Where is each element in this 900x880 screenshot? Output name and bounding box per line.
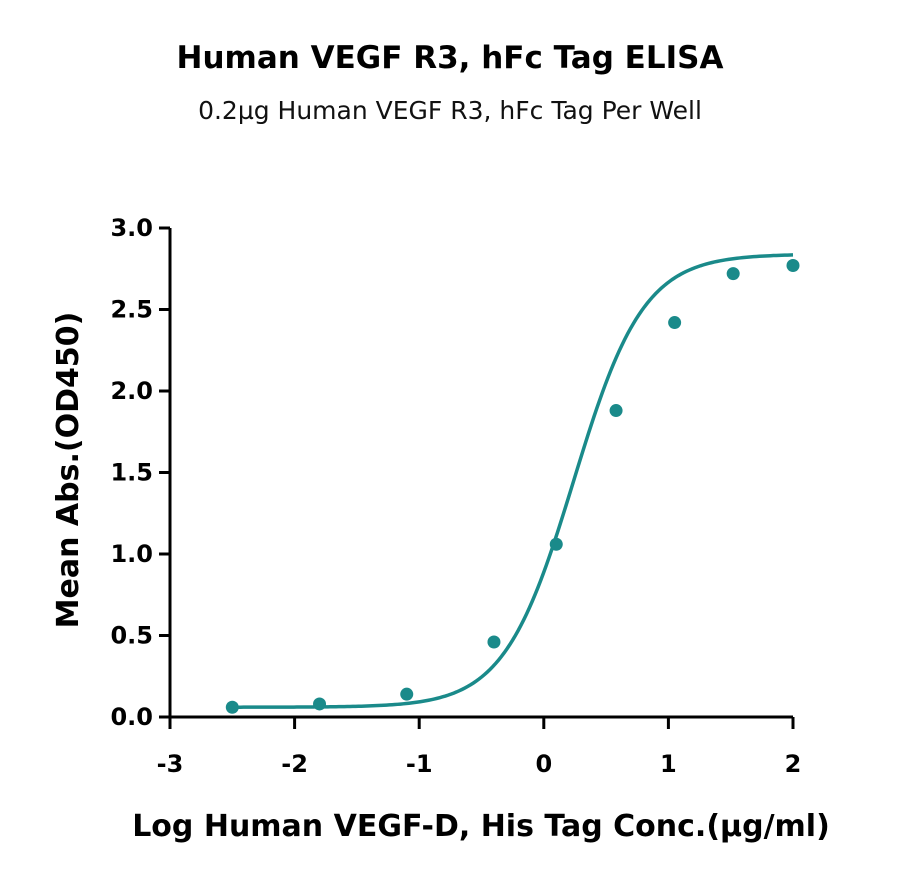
data-point bbox=[400, 687, 414, 701]
fit-curve bbox=[232, 253, 794, 709]
data-point bbox=[225, 700, 239, 714]
y-axis-label: Mean Abs.(OD450) bbox=[51, 312, 86, 629]
y-tick-label: 1.5 bbox=[110, 459, 153, 487]
y-axis-ticks: 0.0 0.5 1.0 1.5 2.0 2.5 3.0 bbox=[110, 214, 170, 731]
chart-subtitle: 0.2µg Human VEGF R3, hFc Tag Per Well bbox=[198, 96, 702, 125]
x-tick-label: -2 bbox=[281, 750, 308, 778]
data-point bbox=[487, 635, 501, 649]
axes bbox=[168, 228, 793, 719]
x-tick-label: 1 bbox=[660, 750, 677, 778]
y-tick-label: 3.0 bbox=[110, 214, 153, 242]
x-axis-ticks: -3 -2 -1 0 1 2 bbox=[157, 717, 802, 778]
y-tick-label: 0.0 bbox=[110, 703, 153, 731]
x-tick-label: 0 bbox=[535, 750, 552, 778]
x-axis-label: Log Human VEGF-D, His Tag Conc.(µg/ml) bbox=[132, 809, 830, 844]
data-point bbox=[786, 258, 800, 272]
x-tick-label: -1 bbox=[406, 750, 433, 778]
data-point bbox=[549, 537, 563, 551]
y-tick-label: 0.5 bbox=[110, 622, 153, 650]
data-point bbox=[313, 697, 327, 711]
y-tick-label: 2.0 bbox=[110, 377, 153, 405]
data-points bbox=[225, 258, 800, 714]
chart-title: Human VEGF R3, hFc Tag ELISA bbox=[176, 40, 724, 76]
data-point bbox=[609, 404, 623, 418]
data-point bbox=[726, 267, 740, 281]
x-tick-label: -3 bbox=[157, 750, 184, 778]
y-tick-label: 1.0 bbox=[110, 540, 153, 568]
x-tick-label: 2 bbox=[785, 750, 802, 778]
data-point bbox=[668, 316, 682, 330]
y-tick-label: 2.5 bbox=[110, 296, 153, 324]
